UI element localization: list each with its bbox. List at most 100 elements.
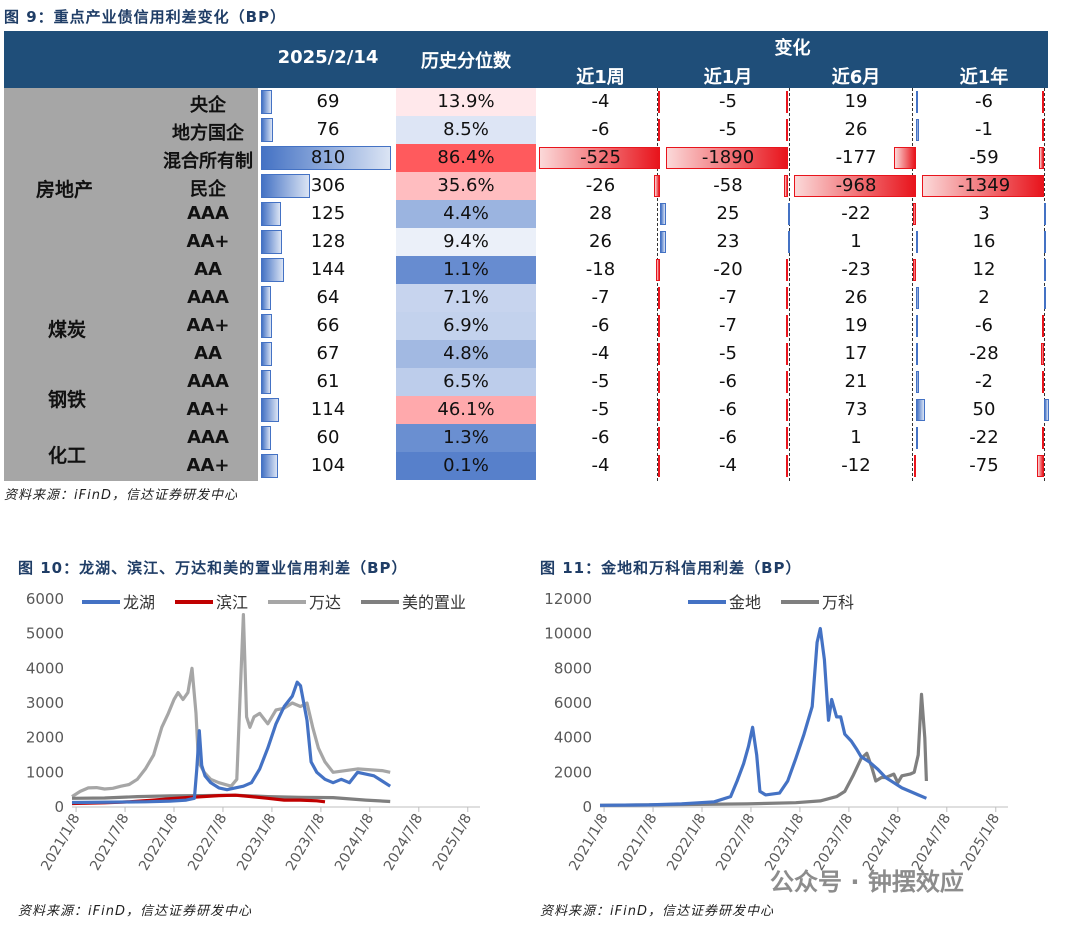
cell-y1: -1 xyxy=(975,119,993,140)
cell-y1: -2 xyxy=(975,371,993,392)
change-bar xyxy=(1044,399,1049,421)
percentile-heat xyxy=(396,396,536,424)
row-label: AAA xyxy=(187,427,229,448)
cell-w1: -18 xyxy=(585,259,616,280)
cell-m6: 1 xyxy=(850,231,862,252)
change-bar xyxy=(1042,315,1044,337)
change-bar xyxy=(786,371,788,393)
change-bar xyxy=(914,455,916,477)
percentile-heat xyxy=(396,256,536,284)
cell-val: 144 xyxy=(310,259,346,280)
cell-pct: 4.8% xyxy=(443,343,489,364)
cell-y1: 2 xyxy=(978,287,990,308)
cell-m1: -5 xyxy=(719,119,737,140)
percentile-heat xyxy=(396,340,536,368)
x-tick-label: 2022/7/8 xyxy=(713,811,758,873)
change-bar xyxy=(916,371,919,393)
cell-w1: -6 xyxy=(591,315,610,336)
change-bar xyxy=(1038,147,1044,169)
change-bar xyxy=(658,343,660,365)
cell-m1: -20 xyxy=(713,259,743,280)
change-bar xyxy=(1042,91,1044,113)
row-label: AAA xyxy=(187,287,229,308)
cell-y1: 50 xyxy=(972,399,996,420)
cell-pct: 9.4% xyxy=(443,231,489,252)
cell-m6: -177 xyxy=(835,147,877,168)
percentile-heat xyxy=(396,88,536,116)
row-label: AA+ xyxy=(186,231,230,252)
spread-table: 2025/2/14 历史分位数 变化 近1周 近1月 近6月 近1年 房地产 煤… xyxy=(4,31,1049,481)
change-bar xyxy=(658,371,660,393)
value-bar xyxy=(261,118,274,142)
y-tick-label: 3000 xyxy=(26,694,64,712)
watermark: 公众号 · 钟摆效应 xyxy=(770,868,964,896)
row-label: AA xyxy=(194,343,222,364)
cell-pct: 7.1% xyxy=(443,287,489,308)
cell-m6: 26 xyxy=(844,287,868,308)
chart-11: 0 2000 4000 6000 8000 10000 12000 2021/1/8 2021/… xyxy=(544,590,1008,873)
cell-y1: -6 xyxy=(975,315,993,336)
cell-y1: 16 xyxy=(972,231,996,252)
table-header xyxy=(4,31,1048,88)
cell-y1: -28 xyxy=(969,343,999,364)
change-bar xyxy=(916,231,918,253)
cell-w1: -26 xyxy=(585,175,616,196)
cell-w1: 28 xyxy=(589,203,612,224)
change-bar xyxy=(916,399,926,421)
percentile-heat xyxy=(396,368,536,396)
x-tick-label: 2021/1/8 xyxy=(566,811,611,873)
value-bar xyxy=(261,90,273,114)
row-label: 混合所有制 xyxy=(163,151,253,172)
cell-val: 810 xyxy=(310,147,346,168)
cell-y1: 3 xyxy=(978,203,990,224)
cell-pct: 4.4% xyxy=(443,203,489,224)
value-bar xyxy=(261,202,282,226)
header-change: 变化 xyxy=(774,38,811,59)
change-bar xyxy=(786,399,788,421)
cell-m1: -58 xyxy=(713,175,743,196)
chart-10: 0 1000 2000 3000 4000 5000 6000 2021/1/8 2021/7/… xyxy=(26,590,480,873)
legend-label: 金地 xyxy=(729,593,761,612)
figure-11-title: 图 11：金地和万科信用利差（BP） xyxy=(540,559,802,577)
cell-m6: 1 xyxy=(850,427,862,448)
x-tick-label: 2022/7/8 xyxy=(185,811,230,873)
y-tick-label: 4000 xyxy=(26,659,64,677)
cell-val: 67 xyxy=(316,343,340,364)
cell-pct: 0.1% xyxy=(443,455,489,476)
cell-pct: 6.5% xyxy=(443,371,489,392)
category-steel: 钢铁 xyxy=(48,389,87,411)
cell-y1: -1349 xyxy=(957,175,1011,196)
value-bar xyxy=(261,370,271,394)
change-bar xyxy=(916,119,920,141)
change-bar xyxy=(786,119,788,141)
change-bar xyxy=(916,315,919,337)
category-column xyxy=(4,88,258,481)
change-bar xyxy=(786,315,788,337)
y-tick-label: 2000 xyxy=(554,763,592,781)
row-label: 地方国企 xyxy=(172,123,244,144)
legend-label: 龙湖 xyxy=(123,593,155,612)
cell-val: 66 xyxy=(316,315,340,336)
change-bar xyxy=(658,315,660,337)
row-label: AAA xyxy=(187,371,229,392)
cell-pct: 13.9% xyxy=(437,91,495,112)
x-tick-label: 2021/1/8 xyxy=(38,811,83,873)
change-bar xyxy=(1044,287,1046,309)
cell-m6: -23 xyxy=(841,259,871,280)
change-bar xyxy=(916,343,919,365)
x-tick-label: 2024/1/8 xyxy=(332,811,377,873)
x-tick-label: 2024/7/8 xyxy=(381,811,426,873)
series-line-0 xyxy=(599,692,928,807)
divider xyxy=(1044,88,1045,481)
cell-y1: -22 xyxy=(969,427,999,448)
cell-m1: -6 xyxy=(719,371,737,392)
y-tick-label: 2000 xyxy=(26,729,64,747)
y-tick-label: 1000 xyxy=(26,763,64,781)
cell-pct: 1.3% xyxy=(443,427,489,448)
percentile-heat xyxy=(396,116,536,144)
change-bar xyxy=(913,203,916,225)
change-bar xyxy=(786,455,788,477)
change-bar xyxy=(893,147,916,169)
cell-w1: -5 xyxy=(591,371,610,392)
cell-m1: -5 xyxy=(719,91,737,112)
